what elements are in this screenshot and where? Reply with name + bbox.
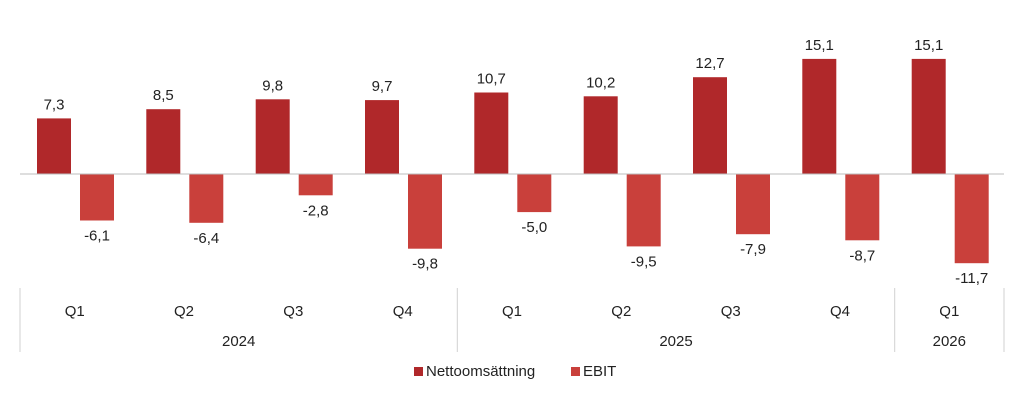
tick-label-4: Q4 <box>393 303 413 320</box>
tick-label-1: Q1 <box>65 303 85 320</box>
data-labels-layer: 7,3 8,5 9,8 9,7 10,7 10,2 12,7 15,1 15,1 -6,1 -6,4… <box>44 37 989 287</box>
label-nettoomsattning-7: 12,7 <box>695 55 724 72</box>
label-nettoomsattning-2: 8,5 <box>153 87 174 104</box>
bar-nettoomsattning-5 <box>474 92 509 174</box>
bar-ebit-4 <box>408 174 442 249</box>
bar-nettoomsattning-6 <box>583 96 618 174</box>
tick-label-3: Q3 <box>283 303 303 320</box>
label-nettoomsattning-4: 9,7 <box>372 78 393 95</box>
bars-layer <box>37 58 989 264</box>
group-label-2025: 2025 <box>659 333 692 350</box>
bar-ebit-2 <box>189 174 224 223</box>
label-ebit-8: -8,7 <box>849 247 875 264</box>
label-ebit-1: -6,1 <box>84 228 110 245</box>
tick-label-5: Q1 <box>502 303 522 320</box>
legend: Nettoomsättning EBIT <box>414 363 616 380</box>
label-ebit-6: -9,5 <box>631 253 657 270</box>
label-nettoomsattning-5: 10,7 <box>477 71 506 88</box>
legend-swatch-1 <box>414 367 423 376</box>
label-ebit-2: -6,4 <box>193 230 219 247</box>
label-ebit-4: -9,8 <box>412 256 438 273</box>
legend-swatch-2 <box>571 367 580 376</box>
bar-nettoomsattning-7 <box>693 77 727 174</box>
bar-ebit-5 <box>517 174 552 213</box>
bar-nettoomsattning-2 <box>146 109 181 174</box>
bar-ebit-8 <box>845 174 880 241</box>
category-axis: Q1 Q2 Q3 Q4 Q1 Q2 Q3 Q4 Q1 2024 2025 2026 <box>19 288 1005 352</box>
label-nettoomsattning-9: 15,1 <box>914 37 943 54</box>
label-ebit-5: -5,0 <box>521 219 547 236</box>
legend-label-1: Nettoomsättning <box>426 363 535 380</box>
bar-nettoomsattning-1 <box>37 118 71 174</box>
bar-ebit-3 <box>298 174 333 196</box>
label-ebit-9: -11,7 <box>955 270 988 287</box>
tick-label-2: Q2 <box>174 303 194 320</box>
label-nettoomsattning-8: 15,1 <box>805 37 834 54</box>
bar-nettoomsattning-9 <box>911 58 946 174</box>
bar-nettoomsattning-8 <box>802 58 837 174</box>
group-label-2026: 2026 <box>933 333 966 350</box>
label-ebit-3: -2,8 <box>303 202 329 219</box>
label-nettoomsattning-6: 10,2 <box>586 74 615 91</box>
label-nettoomsattning-1: 7,3 <box>44 96 65 113</box>
tick-label-6: Q2 <box>611 303 631 320</box>
tick-label-7: Q3 <box>721 303 741 320</box>
legend-label-2: EBIT <box>583 363 616 380</box>
bar-ebit-7 <box>736 174 770 235</box>
bar-ebit-9 <box>954 174 989 264</box>
label-ebit-7: -7,9 <box>740 241 766 258</box>
bar-ebit-1 <box>80 174 114 221</box>
bar-ebit-6 <box>626 174 661 247</box>
label-nettoomsattning-3: 9,8 <box>262 77 283 94</box>
tick-label-8: Q4 <box>830 303 850 320</box>
bar-nettoomsattning-3 <box>255 99 290 174</box>
bar-nettoomsattning-4 <box>365 100 399 174</box>
group-label-2024: 2024 <box>222 333 255 350</box>
tick-label-9: Q1 <box>939 303 959 320</box>
